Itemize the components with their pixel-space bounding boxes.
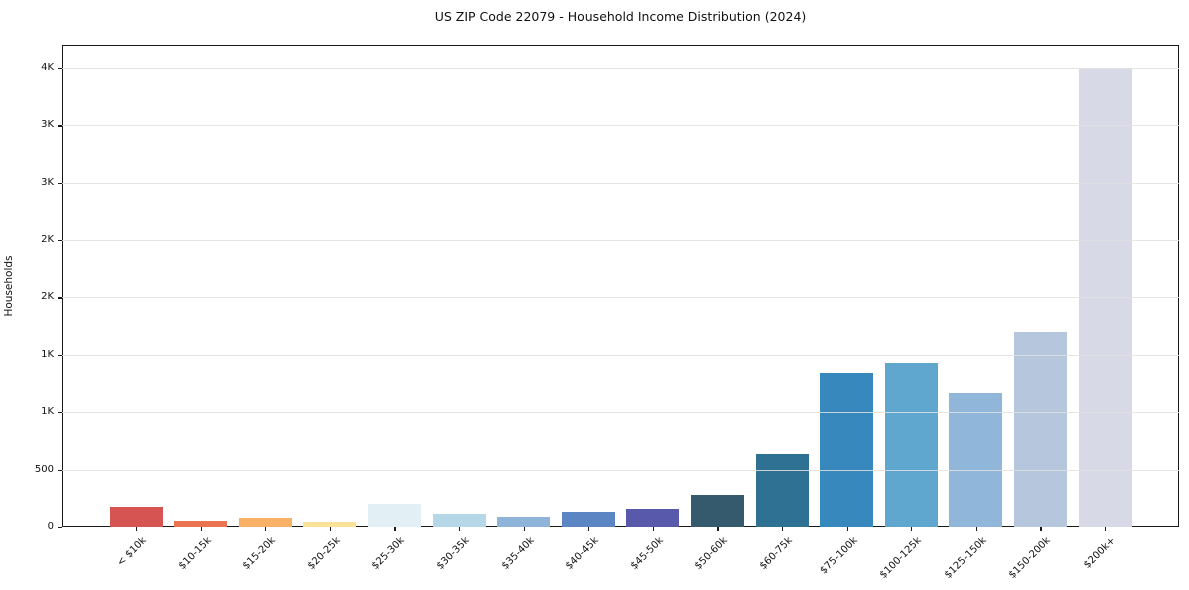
bar-$200k+ (1078, 67, 1132, 527)
x-tick-mark (1040, 527, 1042, 531)
x-tick-mark (911, 527, 913, 531)
x-tick-label-$150-200k: $150-200k (1007, 535, 1054, 581)
x-tick-label-$200k+: $200k+ (1081, 535, 1118, 571)
y-tick-mark (58, 469, 62, 471)
x-tick-mark (588, 527, 590, 531)
x-tick-label-$35-40k: $35-40k (499, 535, 537, 572)
gridline-2000 (62, 297, 1179, 299)
y-tick-mark (58, 354, 62, 357)
y-tick-label: 1K (41, 348, 54, 360)
x-tick-label-< $10k: < $10k (115, 535, 149, 569)
plot-area (62, 45, 1179, 527)
bar-$45-50k (626, 509, 680, 527)
x-tick-mark (846, 527, 848, 531)
bar-$150-200k (1013, 331, 1067, 527)
y-tick-mark (58, 412, 62, 414)
bar-$10-15k (174, 521, 228, 527)
x-tick-label-$20-25k: $20-25k (305, 535, 343, 572)
bar-$15-20k (238, 517, 292, 527)
y-tick-mark (58, 125, 62, 127)
gridline-4000 (62, 67, 1179, 69)
gridline-1000 (62, 412, 1179, 414)
chart-title: US ZIP Code 22079 - Household Income Dis… (434, 9, 807, 24)
bar-< $10k (109, 506, 163, 527)
bar-$40-45k (561, 512, 615, 527)
x-tick-mark (265, 527, 267, 531)
x-tick-label-$25-30k: $25-30k (370, 535, 408, 572)
gridline-3000 (62, 182, 1179, 184)
x-tick-label-$125-150k: $125-150k (942, 535, 989, 581)
x-tick-mark (652, 527, 654, 531)
y-tick-mark (58, 67, 62, 70)
y-tick-label: 500 (34, 463, 54, 475)
y-tick-label: 1K (41, 406, 54, 418)
x-tick-mark (717, 527, 719, 531)
x-tick-mark (975, 527, 977, 531)
x-tick-mark (1105, 527, 1107, 531)
gridline-1500 (62, 354, 1179, 356)
bar-$20-25k (303, 521, 357, 527)
y-tick-mark (58, 297, 62, 299)
x-tick-label-$40-45k: $40-45k (564, 535, 601, 572)
y-tick-mark (58, 240, 62, 242)
bar-$75-100k (820, 373, 874, 527)
x-tick-mark (329, 527, 331, 531)
x-tick-label-$30-35k: $30-35k (434, 535, 472, 572)
x-tick-label-$15-20k: $15-20k (241, 535, 278, 572)
x-tick-label-$60-75k: $60-75k (757, 535, 795, 572)
gridline-3500 (62, 125, 1179, 127)
x-tick-label-$10-15k: $10-15k (176, 535, 214, 572)
y-axis-label: Households (3, 255, 15, 317)
y-tick-mark (58, 182, 62, 184)
x-tick-mark (523, 527, 525, 531)
bar-$35-40k (497, 517, 551, 527)
bar-$100-125k (884, 362, 938, 527)
y-tick-label: 2K (41, 291, 54, 303)
y-tick-label: 3K (41, 119, 54, 131)
bar-$60-75k (755, 454, 809, 527)
bar-$125-150k (949, 392, 1003, 527)
y-tick-label: 2K (41, 234, 54, 246)
bar-$50-60k (690, 495, 744, 527)
gridline-500 (62, 469, 1179, 471)
x-tick-label-$75-100k: $75-100k (817, 535, 860, 577)
y-tick-label: 0 (47, 521, 54, 532)
x-tick-mark (200, 527, 202, 531)
x-tick-label-$45-50k: $45-50k (628, 535, 666, 572)
bar-$30-35k (432, 514, 486, 527)
y-tick-label: 4K (41, 61, 54, 73)
x-tick-mark (394, 527, 396, 531)
y-tick-mark (58, 527, 62, 529)
x-tick-mark (136, 527, 138, 531)
x-tick-label-$100-125k: $100-125k (878, 535, 924, 581)
y-tick-label: 3K (41, 176, 54, 188)
x-tick-label-$50-60k: $50-60k (693, 535, 731, 572)
gridline-2500 (62, 240, 1179, 242)
x-tick-mark (459, 527, 461, 531)
x-tick-mark (782, 527, 784, 531)
bar-$25-30k (367, 504, 421, 527)
